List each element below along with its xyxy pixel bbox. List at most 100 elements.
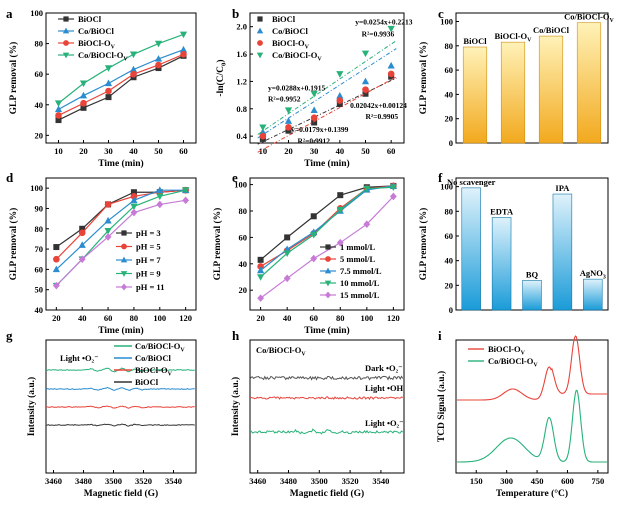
series-line (260, 196, 394, 299)
data-point (155, 61, 162, 69)
y-tick-label-d: 100 (30, 183, 43, 193)
panel-g: g 3460 3480 3500 3520 3540 Magnetic field (G) I… (6, 328, 197, 499)
spectrum-label: Light •OH (365, 383, 404, 393)
data-point (285, 123, 292, 131)
x-axis-label-a: Time (min) (98, 158, 143, 169)
spectrum-line (249, 428, 404, 435)
legend-marker (324, 280, 332, 287)
data-point (105, 94, 112, 101)
data-point (363, 185, 371, 193)
x-tick-label-g: 3460 (45, 476, 62, 486)
legend-entry: Co/BiOCl-OV (272, 50, 322, 63)
tcd-line (457, 335, 607, 401)
y-tick-label-e: 100 (234, 180, 247, 190)
y-tick-label-b: 1.2 (236, 76, 247, 86)
plot-frame-c (455, 12, 609, 144)
data-point (78, 229, 86, 237)
bar (552, 193, 573, 311)
legend-entry: 5 mmol/L (340, 254, 376, 264)
spectrum-label: Light •O₂⁻ (365, 418, 404, 428)
data-point (104, 201, 112, 208)
y-axis-label-i: TCD Signal (a.u.) (436, 371, 447, 442)
x-tick-label-h: 3520 (342, 476, 359, 486)
data-point (257, 263, 264, 270)
data-point (361, 50, 370, 58)
legend-entry: 15 mmol/L (340, 290, 380, 300)
bar (538, 35, 564, 144)
x-tick-label-a: 40 (129, 146, 138, 156)
bar-label: Co/BiOCl-OV (564, 12, 614, 25)
x-tick-label-a: 60 (179, 146, 188, 156)
y-tick-label-f: 100 (440, 182, 453, 192)
data-point (389, 192, 397, 201)
fit-line (257, 40, 397, 135)
y-axis-label-g: Intensity (a.u.) (26, 377, 37, 436)
y-tick-label-b: 0.4 (236, 131, 247, 141)
x-tick-label-b: 10 (259, 146, 268, 156)
data-point (104, 216, 112, 224)
plot-frame-i (455, 339, 609, 474)
panel-f: f 0 20 40 60 80 100 GLP removal (%) No scavenger… (418, 170, 609, 315)
x-tick-label-i: 300 (500, 476, 513, 486)
legend-entry: BiOCl-OV (135, 365, 173, 378)
data-point (78, 255, 86, 264)
panel-label-b: b (232, 6, 239, 21)
legend-marker (62, 27, 70, 34)
x-tick-label-g: 3540 (165, 476, 182, 486)
bar (522, 280, 542, 311)
x-tick-label-b: 60 (387, 146, 396, 156)
data-point (156, 186, 164, 193)
data-point (55, 117, 62, 124)
data-point (363, 220, 371, 228)
plot-frame-d (45, 177, 197, 311)
x-tick-label-g: 3480 (75, 476, 92, 486)
data-point (130, 70, 137, 78)
legend-marker (121, 230, 127, 236)
fit-annotation: R²=0.9936 (362, 29, 395, 38)
fit-line (257, 76, 397, 153)
data-point (78, 241, 86, 248)
data-point (104, 65, 113, 72)
y-tick-label-c: 80 (445, 41, 454, 51)
chart-subtitle: Light •O₂⁻ (60, 353, 99, 363)
data-point (79, 225, 86, 232)
x-axis-label-b: Time (min) (304, 158, 349, 169)
y-tick-label-e: 20 (239, 285, 248, 295)
y-tick-label-a: 100 (30, 8, 43, 18)
data-point (130, 208, 138, 217)
panel-e: e 20 40 60 80 100 120 20 40 60 80 100 Time (min) GLP … (212, 170, 405, 336)
legend-marker (324, 267, 332, 274)
y-axis-label-a: GLP removal (%) (8, 42, 19, 115)
x-tick-label-d: 60 (104, 313, 113, 323)
y-tick-label-d: 40 (35, 305, 44, 315)
data-point (284, 234, 291, 241)
panel-d: d 20 40 60 80 100 120 40 50 60 70 80 90 100 Time (min)… (6, 170, 197, 336)
x-tick-label-b: 40 (336, 146, 345, 156)
data-point (130, 192, 138, 200)
bar-label: BiOCl (463, 36, 487, 46)
series-line (58, 55, 184, 121)
bar (461, 187, 481, 311)
legend-marker (121, 283, 127, 291)
legend-marker (62, 52, 70, 59)
data-point (310, 114, 318, 121)
y-tick-label-d: 80 (35, 224, 44, 234)
spectrum-line (249, 396, 403, 401)
data-point (283, 250, 291, 258)
bar-label: Co/BiOCl (533, 25, 570, 35)
x-axis-label-h: Magnetic field (G) (290, 488, 364, 499)
x-tick-label-h: 3540 (372, 476, 389, 486)
data-point (182, 187, 190, 194)
data-point (310, 231, 318, 239)
data-point (259, 132, 267, 140)
y-tick-label-b: 1.6 (236, 49, 247, 59)
data-point (336, 238, 344, 247)
bar-label: EDTA (490, 206, 514, 216)
y-tick-label-a: 80 (35, 39, 44, 49)
series-line (58, 53, 184, 117)
data-point (54, 105, 63, 113)
legend-marker (121, 243, 127, 250)
data-point (79, 80, 88, 88)
data-point (104, 228, 112, 235)
plot-frame-e (249, 177, 405, 311)
